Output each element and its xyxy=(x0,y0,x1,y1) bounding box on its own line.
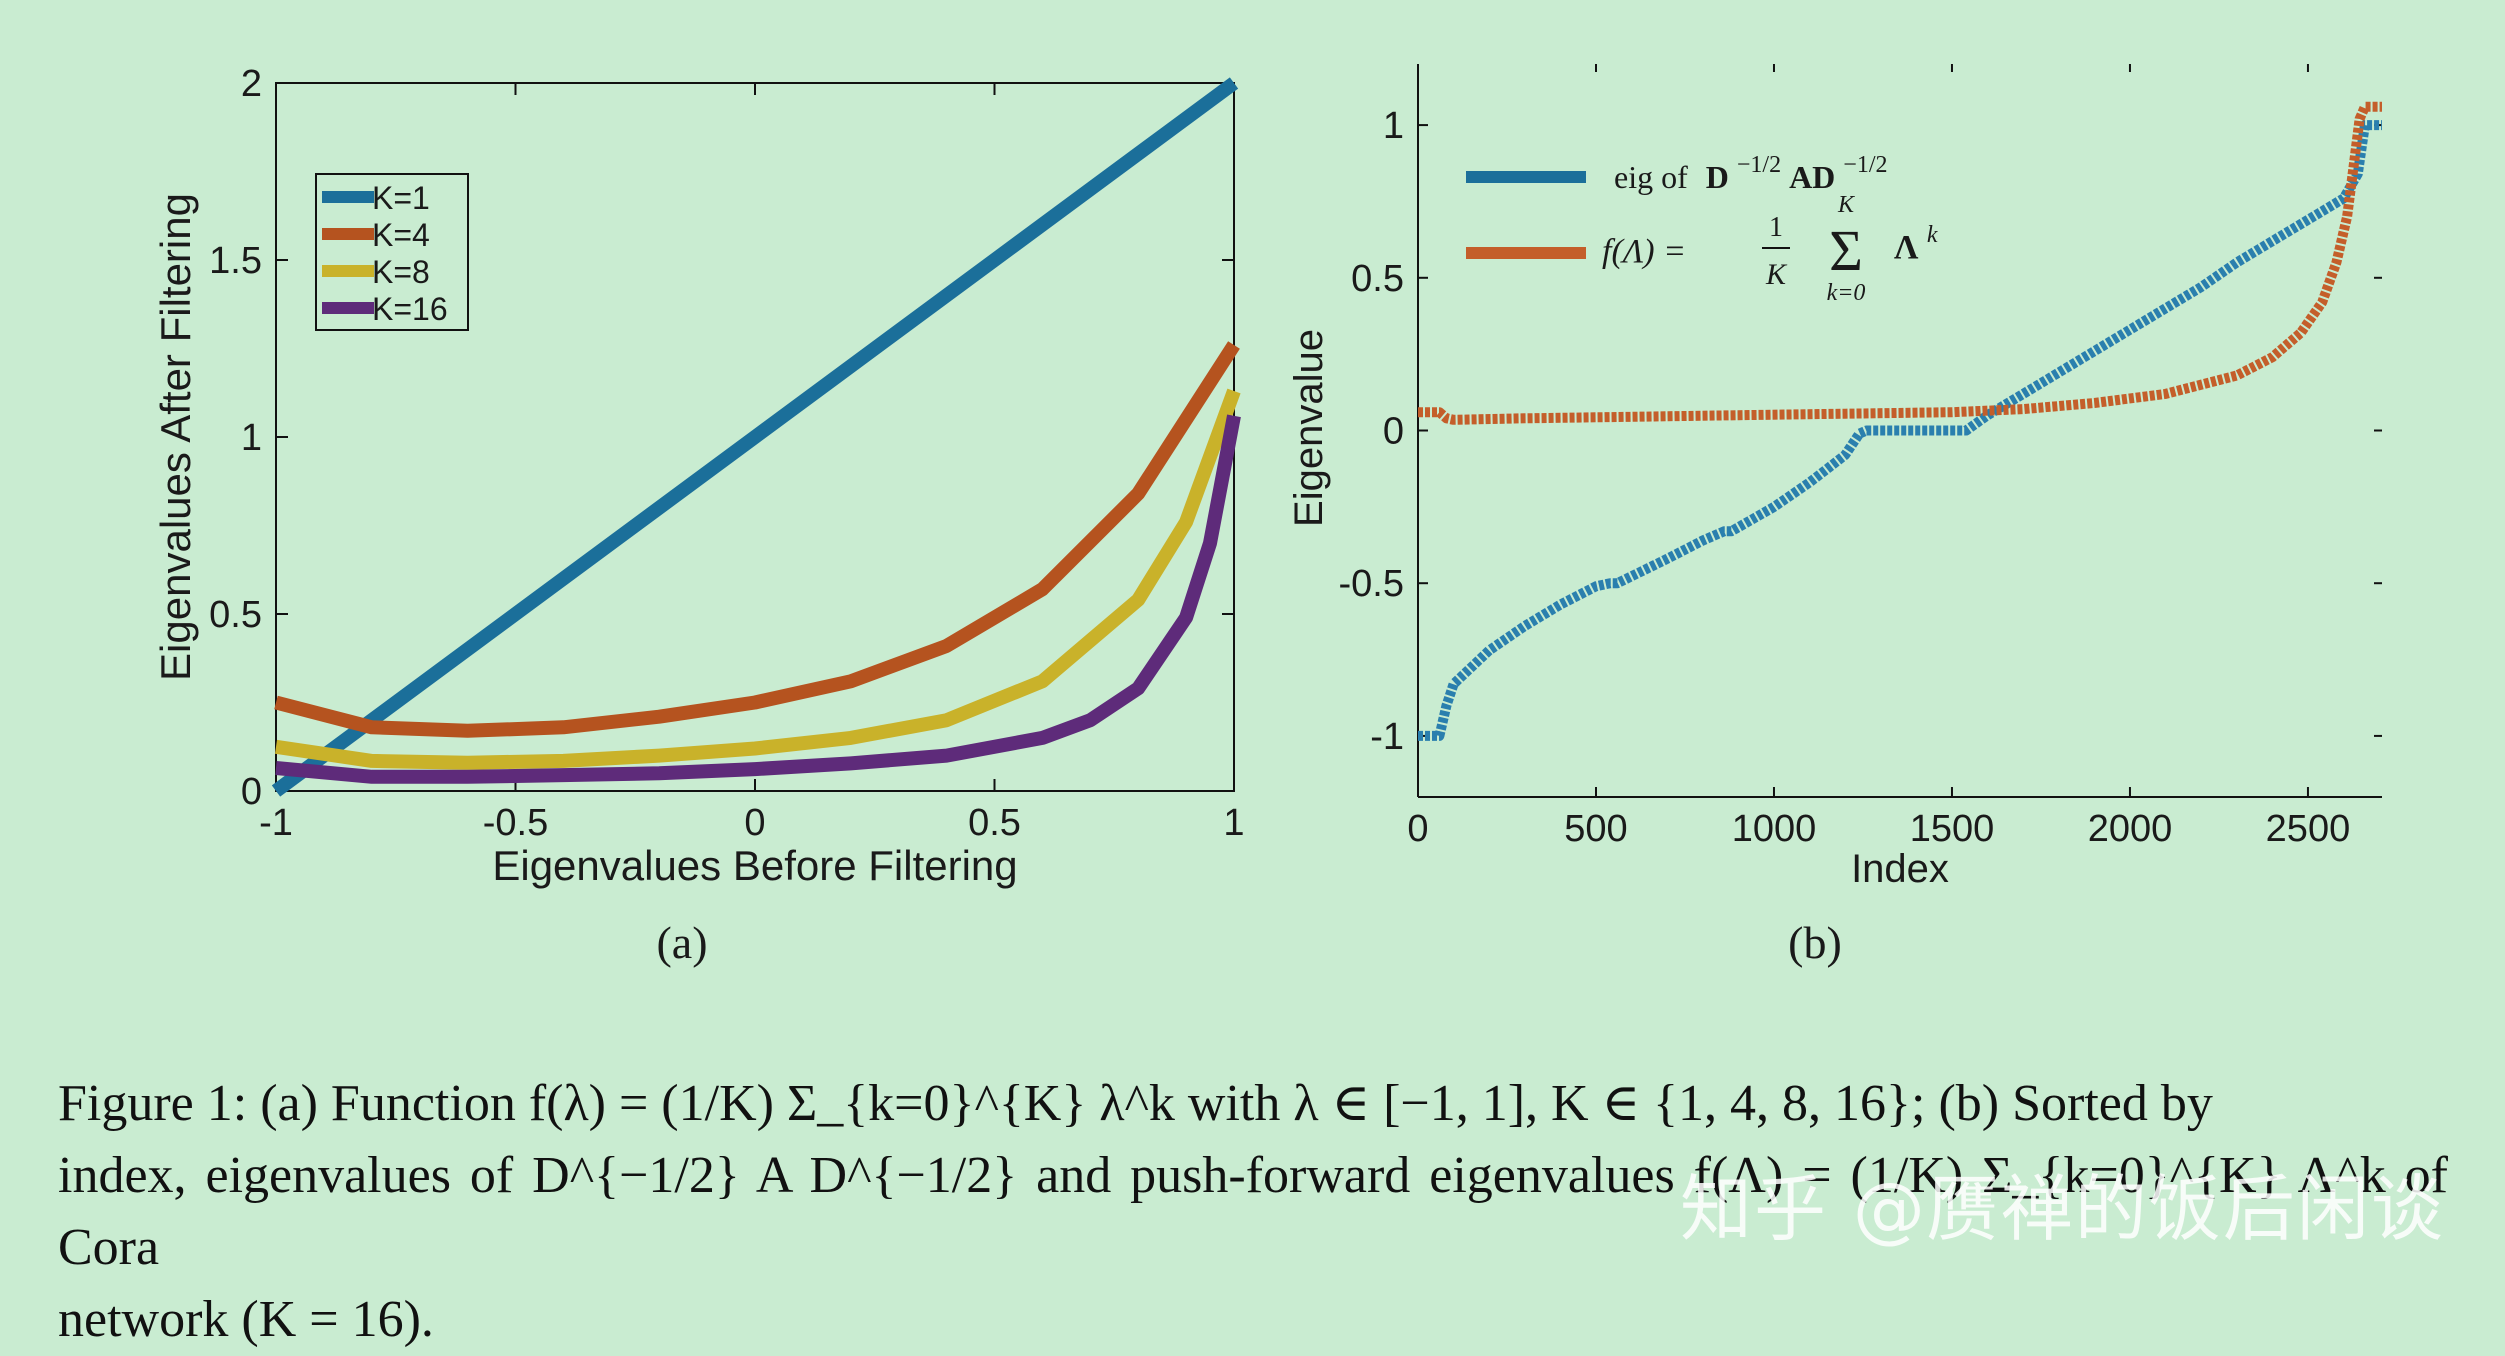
panel-a-x-tick-label: 0.5 xyxy=(968,802,1021,844)
panel-b-x-tick-label: 2500 xyxy=(2266,808,2351,850)
panel-a: -1 -0.5 0 0.5 1 0 0.5 1 1.5 2 Eigenvalues Before … xyxy=(152,63,1245,968)
panel-a-y-tick-label: 1 xyxy=(241,417,262,459)
panel-a-x-tick-label: 0 xyxy=(744,802,765,844)
panel-a-x-tick-label: -1 xyxy=(259,802,293,844)
panel-a-x-axis-label: Eigenvalues Before Filtering xyxy=(492,842,1017,889)
panel-b-x-axis-label: Index xyxy=(1851,847,1949,891)
panel-a-legend-label: K=1 xyxy=(372,180,430,216)
panel-b-legend-sum-bottom: k=0 xyxy=(1827,280,1866,306)
panel-b-y-tick-label: 0.5 xyxy=(1351,258,1404,300)
panel-b-x-tick-label: 500 xyxy=(1564,808,1627,850)
panel-a-y-axis-label: Eigenvalues After Filtering xyxy=(152,193,199,681)
panel-a-series-line-k8 xyxy=(274,388,1241,770)
panel-a-series-line-k4 xyxy=(274,341,1240,738)
panel-a-series-line-k16 xyxy=(275,414,1241,784)
panel-b-y-tick-label: -0.5 xyxy=(1339,563,1404,605)
panel-b-legend-sum: Σ xyxy=(1829,218,1863,283)
panel-b-series-line-f xyxy=(1418,101,2382,425)
panel-a-series xyxy=(271,77,1241,797)
panel-b-legend-f-num: 1 xyxy=(1769,212,1783,243)
caption-line-1: Figure 1: (a) Function f(λ) = (1/K) Σ_{k… xyxy=(58,1075,2213,1132)
panel-b-legend-f-den: K xyxy=(1765,258,1788,291)
panel-b-series xyxy=(1418,101,2382,741)
panel-a-legend: K=1K=4K=8K=16 xyxy=(315,173,469,331)
panel-a-legend-label: K=16 xyxy=(372,291,448,327)
panel-b-legend-eig: eig of D −1/2 AD −1/2 xyxy=(1614,143,1887,195)
panel-a-y-tick-label: 0.5 xyxy=(209,594,262,636)
panel-b: 0 500 1000 1500 2000 2500 -1 -0.5 0 0.5 1 Index Ei… xyxy=(1287,64,2382,968)
panel-b-label: (b) xyxy=(1788,917,1842,968)
caption-line-3: network (K = 16). xyxy=(58,1291,434,1348)
panel-a-label: (a) xyxy=(656,917,707,968)
panel-b-legend: eig of D −1/2 AD −1/2 f(Λ) = 1 K K Σ k=0… xyxy=(1466,143,1938,306)
panel-b-legend-term: Λ k xyxy=(1894,222,1938,266)
panel-b-x-tick-label: 2000 xyxy=(2088,808,2173,850)
panel-a-y-tick-label: 2 xyxy=(241,63,262,105)
panel-a-y-tick-label: 0 xyxy=(241,771,262,813)
figure-canvas: -1 -0.5 0 0.5 1 0 0.5 1 1.5 2 Eigenvalues Before … xyxy=(152,63,2382,968)
panel-a-legend-label: K=8 xyxy=(372,254,430,290)
panel-b-ticks: 0 500 1000 1500 2000 2500 -1 -0.5 0 0.5 1 xyxy=(1339,64,2382,850)
panel-b-x-tick-label: 1000 xyxy=(1732,808,1817,850)
panel-a-legend-label: K=4 xyxy=(372,217,430,253)
panel-b-y-tick-label: -1 xyxy=(1370,716,1404,758)
panel-b-x-tick-label: 1500 xyxy=(1910,808,1995,850)
panel-a-series-line-k1 xyxy=(271,77,1239,797)
panel-b-x-tick-label: 0 xyxy=(1407,808,1428,850)
panel-b-series-line-eig xyxy=(1418,120,2382,741)
panel-a-x-tick-label: -0.5 xyxy=(483,802,548,844)
caption-line-2: index, eigenvalues of D^{−1/2} A D^{−1/2… xyxy=(58,1147,2448,1276)
panel-b-legend-sum-top: K xyxy=(1837,192,1856,218)
panel-a-x-tick-label: 1 xyxy=(1223,802,1244,844)
panel-a-ticks: -1 -0.5 0 0.5 1 0 0.5 1 1.5 2 xyxy=(209,63,1244,844)
panel-a-y-tick-label: 1.5 xyxy=(209,240,262,282)
panel-b-y-tick-label: 1 xyxy=(1383,105,1404,147)
panel-b-y-tick-label: 0 xyxy=(1383,411,1404,453)
figure: -1 -0.5 0 0.5 1 0 0.5 1 1.5 2 Eigenvalues Before … xyxy=(58,63,2448,1348)
panel-b-y-axis-label: Eigenvalue xyxy=(1287,329,1331,527)
panel-b-legend-f-lhs: f(Λ) = xyxy=(1602,233,1686,270)
watermark: 知乎 @赝禅的饭后闲谈 xyxy=(1680,1167,2445,1251)
